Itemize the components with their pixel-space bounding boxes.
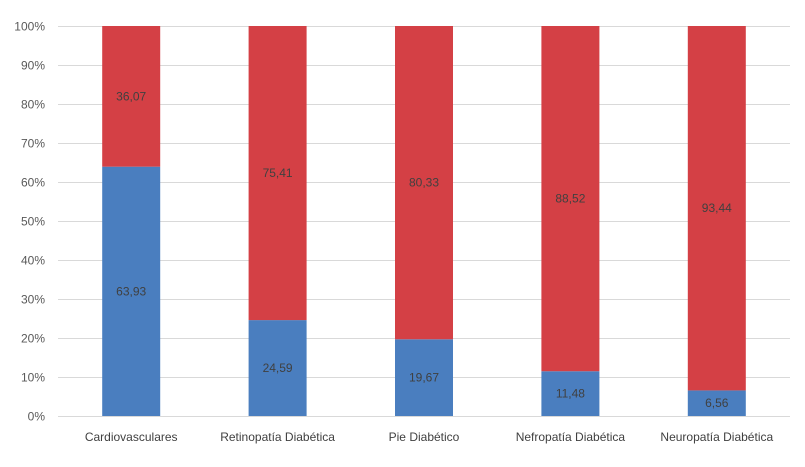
y-tick-label: 90% [21, 59, 45, 73]
data-label: 88,52 [555, 192, 585, 206]
bar-segment-lower [395, 339, 453, 416]
data-label: 63,93 [116, 284, 146, 298]
y-tick-label: 0% [28, 410, 46, 424]
x-category-label: Retinopatía Diabética [220, 430, 335, 444]
bar-segment-upper [687, 26, 746, 391]
bar-segment-lower [102, 166, 161, 416]
bar-segment-upper [102, 26, 161, 167]
data-label: 80,33 [409, 176, 439, 190]
data-label: 19,67 [409, 371, 439, 385]
bar-segment-upper [395, 26, 453, 340]
bar-segment-lower [687, 390, 746, 416]
y-tick-label: 70% [21, 137, 45, 151]
y-tick-label: 80% [21, 98, 45, 112]
y-tick-label: 30% [21, 293, 45, 307]
data-label: 24,59 [263, 361, 293, 375]
y-tick-label: 10% [21, 371, 45, 385]
bar-segment-upper [541, 26, 600, 372]
y-tick-label: 20% [21, 332, 45, 346]
data-label: 93,44 [702, 201, 732, 215]
y-tick-label: 50% [21, 215, 45, 229]
x-category-label: Neuropatía Diabética [660, 430, 773, 444]
y-tick-label: 40% [21, 254, 45, 268]
y-tick-label: 100% [14, 20, 45, 34]
x-category-label: Cardiovasculares [85, 430, 178, 444]
x-category-label: Nefropatía Diabética [516, 430, 626, 444]
y-axis-ticks: 0% 10% 20% 30% 40% 50% 60% 70% 80% 90% 100% [14, 20, 45, 424]
x-category-label: Pie Diabético [389, 430, 460, 444]
bar-segment-lower [248, 320, 307, 416]
data-labels: 63,93 36,07 24,59 75,41 19,67 80,33 11,48 88,52… [116, 89, 732, 410]
bar-segment-lower [541, 371, 600, 416]
x-axis-categories: Cardiovasculares Retinopatía Diabética Pie… [85, 430, 774, 444]
data-label: 75,41 [263, 166, 293, 180]
data-label: 36,07 [116, 89, 146, 103]
data-label: 6,56 [705, 396, 729, 410]
y-tick-label: 60% [21, 176, 45, 190]
bars [102, 26, 746, 416]
bar-segment-upper [248, 26, 307, 321]
data-label: 11,48 [556, 387, 585, 401]
